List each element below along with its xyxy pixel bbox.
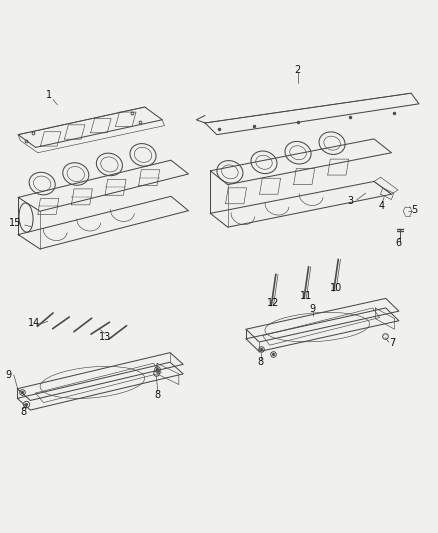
Text: 6: 6: [396, 238, 402, 247]
Text: 8: 8: [20, 407, 26, 417]
Text: 5: 5: [411, 205, 417, 215]
Text: 2: 2: [294, 65, 301, 75]
Text: 3: 3: [347, 196, 353, 206]
Text: 9: 9: [310, 304, 316, 314]
Text: 11: 11: [300, 290, 312, 301]
Text: 1: 1: [46, 90, 52, 100]
Text: 8: 8: [258, 357, 264, 367]
Text: 4: 4: [379, 201, 385, 211]
Text: 13: 13: [99, 332, 111, 342]
Text: 14: 14: [28, 318, 40, 328]
Text: 10: 10: [330, 284, 342, 293]
Text: 15: 15: [9, 219, 22, 229]
Text: 9: 9: [6, 370, 12, 380]
Text: 8: 8: [155, 390, 161, 400]
Text: 7: 7: [389, 338, 395, 348]
Text: 12: 12: [267, 298, 280, 308]
